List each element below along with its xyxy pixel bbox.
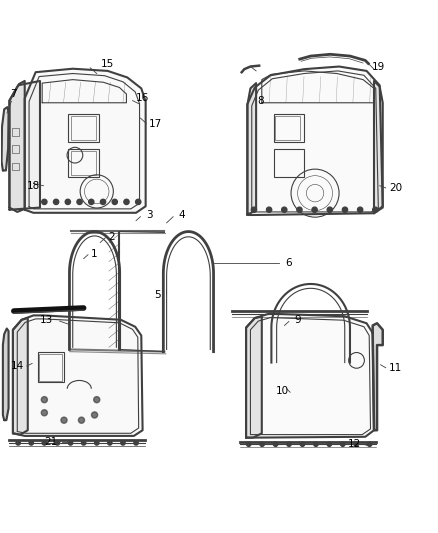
Circle shape [124, 199, 129, 205]
Text: 11: 11 [389, 363, 403, 373]
Polygon shape [10, 81, 25, 212]
Polygon shape [2, 107, 9, 171]
Circle shape [266, 207, 272, 212]
Circle shape [77, 199, 82, 205]
Text: 3: 3 [146, 210, 152, 220]
Polygon shape [246, 313, 374, 438]
Circle shape [68, 441, 73, 445]
Circle shape [341, 442, 345, 446]
Text: 20: 20 [389, 183, 403, 193]
Circle shape [297, 207, 302, 212]
Text: 8: 8 [257, 96, 264, 107]
Circle shape [29, 441, 33, 445]
Bar [12, 145, 19, 153]
Polygon shape [247, 83, 256, 214]
Circle shape [92, 412, 98, 418]
Bar [71, 151, 96, 175]
Text: 1: 1 [91, 249, 98, 259]
Bar [274, 149, 304, 177]
Circle shape [121, 441, 125, 445]
Circle shape [367, 442, 372, 446]
Polygon shape [373, 323, 383, 430]
Text: 7: 7 [11, 89, 17, 99]
Bar [71, 116, 96, 140]
Polygon shape [374, 81, 383, 213]
Circle shape [134, 441, 138, 445]
Circle shape [16, 441, 20, 445]
Polygon shape [246, 317, 262, 438]
Text: 9: 9 [294, 315, 301, 325]
Bar [68, 149, 99, 177]
Circle shape [247, 442, 251, 446]
Polygon shape [25, 69, 146, 213]
Circle shape [373, 207, 378, 212]
Polygon shape [3, 328, 9, 420]
Text: 5: 5 [155, 290, 161, 300]
Bar [12, 128, 19, 135]
Circle shape [100, 199, 106, 205]
Text: 14: 14 [11, 361, 24, 371]
Circle shape [61, 417, 67, 423]
Circle shape [282, 207, 287, 212]
Circle shape [273, 442, 278, 446]
Bar [68, 114, 99, 142]
Circle shape [251, 207, 257, 212]
Circle shape [95, 441, 99, 445]
Circle shape [112, 199, 117, 205]
Circle shape [354, 442, 358, 446]
Circle shape [314, 442, 318, 446]
Text: 16: 16 [136, 93, 149, 103]
Circle shape [55, 441, 60, 445]
Circle shape [81, 441, 86, 445]
Circle shape [41, 397, 47, 403]
Circle shape [88, 199, 94, 205]
Text: 18: 18 [27, 181, 40, 191]
Polygon shape [10, 81, 40, 210]
Circle shape [327, 442, 332, 446]
Circle shape [300, 442, 304, 446]
Bar [39, 354, 62, 381]
Circle shape [357, 207, 363, 212]
Circle shape [78, 417, 85, 423]
Text: 12: 12 [348, 439, 361, 449]
Circle shape [260, 442, 264, 446]
Circle shape [41, 410, 47, 416]
Circle shape [53, 199, 59, 205]
Bar [12, 163, 19, 171]
Bar [38, 352, 64, 382]
Polygon shape [247, 67, 383, 215]
Text: 2: 2 [109, 232, 115, 242]
Text: 4: 4 [179, 210, 185, 220]
Circle shape [327, 207, 332, 212]
Circle shape [312, 207, 317, 212]
Bar [274, 114, 304, 142]
Text: 13: 13 [40, 315, 53, 325]
Text: 21: 21 [44, 437, 57, 447]
Text: 19: 19 [372, 61, 385, 71]
Circle shape [42, 199, 47, 205]
Circle shape [65, 199, 71, 205]
Text: 6: 6 [286, 258, 292, 268]
Text: 17: 17 [149, 119, 162, 129]
Polygon shape [13, 316, 143, 436]
Bar [275, 116, 300, 140]
Circle shape [94, 397, 100, 403]
Circle shape [343, 207, 348, 212]
Circle shape [108, 441, 112, 445]
Circle shape [287, 442, 291, 446]
Polygon shape [13, 318, 28, 434]
Circle shape [42, 441, 46, 445]
Text: 15: 15 [101, 59, 114, 69]
Circle shape [136, 199, 141, 205]
Text: 10: 10 [276, 386, 289, 396]
